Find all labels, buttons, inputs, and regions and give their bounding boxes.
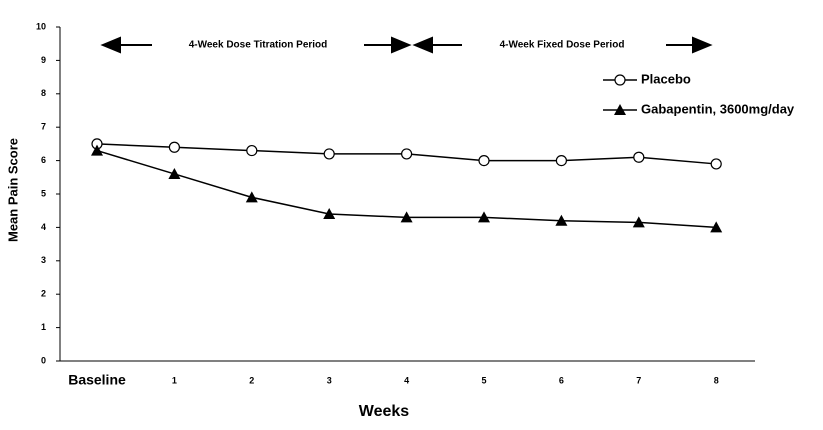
y-tick-label: 7 [41, 122, 46, 132]
point [478, 155, 490, 167]
point [632, 216, 645, 228]
point [614, 104, 626, 115]
x-tick-label: 7 [636, 375, 641, 385]
point [91, 144, 103, 156]
y-tick-label: 8 [41, 88, 46, 98]
x-tick-label: Baseline [68, 372, 126, 388]
legend-label: Gabapentin, 3600mg/day [641, 101, 795, 116]
y-axis-label: Mean Pain Score [5, 138, 20, 242]
point [323, 208, 336, 220]
point [400, 211, 413, 223]
point [555, 155, 568, 167]
point [614, 74, 626, 86]
y-tick-label: 1 [41, 322, 46, 332]
point [633, 151, 645, 163]
x-tick-label: 2 [249, 375, 254, 385]
legend-label: Placebo [641, 71, 691, 86]
x-tick-label: 5 [481, 375, 486, 385]
annotation: 4-Week Dose Titration Period [189, 40, 328, 51]
x-tick-label: 3 [327, 375, 332, 385]
point [168, 141, 180, 153]
point [246, 144, 258, 157]
point [245, 191, 258, 203]
point [710, 158, 722, 170]
y-tick-label: 0 [41, 355, 46, 365]
point [555, 214, 568, 226]
y-tick-label: 4 [41, 222, 46, 232]
point [478, 211, 490, 223]
point [401, 148, 413, 160]
x-tick-label: 1 [172, 375, 177, 385]
annotation: 4-Week Fixed Dose Period [500, 40, 625, 51]
y-tick-label: 9 [41, 55, 46, 65]
y-tick-label: 10 [36, 21, 46, 31]
y-tick-label: 5 [41, 188, 46, 198]
y-tick-label: 6 [41, 155, 46, 165]
x-tick-label: 8 [714, 375, 719, 385]
y-tick-label: 2 [41, 289, 46, 299]
x-axis-label: Weeks [359, 403, 410, 420]
x-tick-label: 6 [559, 375, 564, 385]
point [168, 167, 181, 179]
y-tick-label: 3 [41, 255, 46, 265]
point [323, 148, 335, 160]
point [710, 221, 723, 233]
x-tick-label: 4 [404, 375, 409, 385]
period-arrows [100, 36, 713, 54]
